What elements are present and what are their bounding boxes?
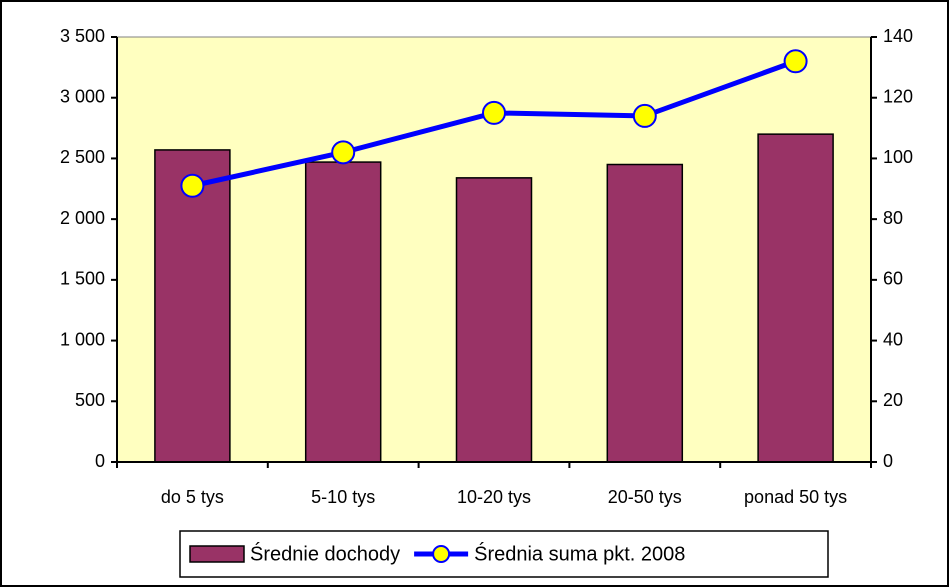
y2-tick-label: 80 <box>883 208 903 228</box>
y-tick-label: 1 000 <box>60 329 105 349</box>
y2-tick-label: 0 <box>883 451 893 471</box>
x-tick-label: 20-50 tys <box>608 487 682 507</box>
legend-label: Średnia suma pkt. 2008 <box>474 541 685 565</box>
bar <box>757 133 834 463</box>
x-tick-label: ponad 50 tys <box>744 487 847 507</box>
bar <box>304 161 382 463</box>
y-tick-label: 2 000 <box>60 208 105 228</box>
x-tick-label: 10-20 tys <box>457 487 531 507</box>
y2-tick-label: 40 <box>883 329 903 349</box>
y2-tick-label: 60 <box>883 269 903 289</box>
legend-swatch <box>189 545 245 563</box>
y2-tick-label: 20 <box>883 390 903 410</box>
marker <box>180 173 205 198</box>
legend-label: Średnie dochody <box>250 541 400 565</box>
y-tick-label: 2 500 <box>60 147 105 167</box>
y2-tick-label: 140 <box>883 26 913 46</box>
bar <box>154 149 231 463</box>
legend-marker <box>432 545 451 563</box>
x-tick-label: do 5 tys <box>161 487 224 507</box>
y-tick-label: 3 500 <box>60 26 105 46</box>
y-tick-label: 1 500 <box>60 269 105 289</box>
legend-box <box>179 530 829 578</box>
y2-tick-label: 100 <box>883 147 913 167</box>
marker <box>331 140 356 165</box>
y-tick-label: 3 000 <box>60 86 105 106</box>
x-tick-label: 5-10 tys <box>311 487 375 507</box>
y2-tick-label: 120 <box>883 86 913 106</box>
marker <box>783 49 808 74</box>
y-tick-label: 500 <box>75 390 105 410</box>
bar <box>455 177 533 463</box>
bar <box>606 163 684 463</box>
marker <box>632 103 657 128</box>
y-tick-label: 0 <box>95 451 105 471</box>
marker <box>482 100 506 125</box>
